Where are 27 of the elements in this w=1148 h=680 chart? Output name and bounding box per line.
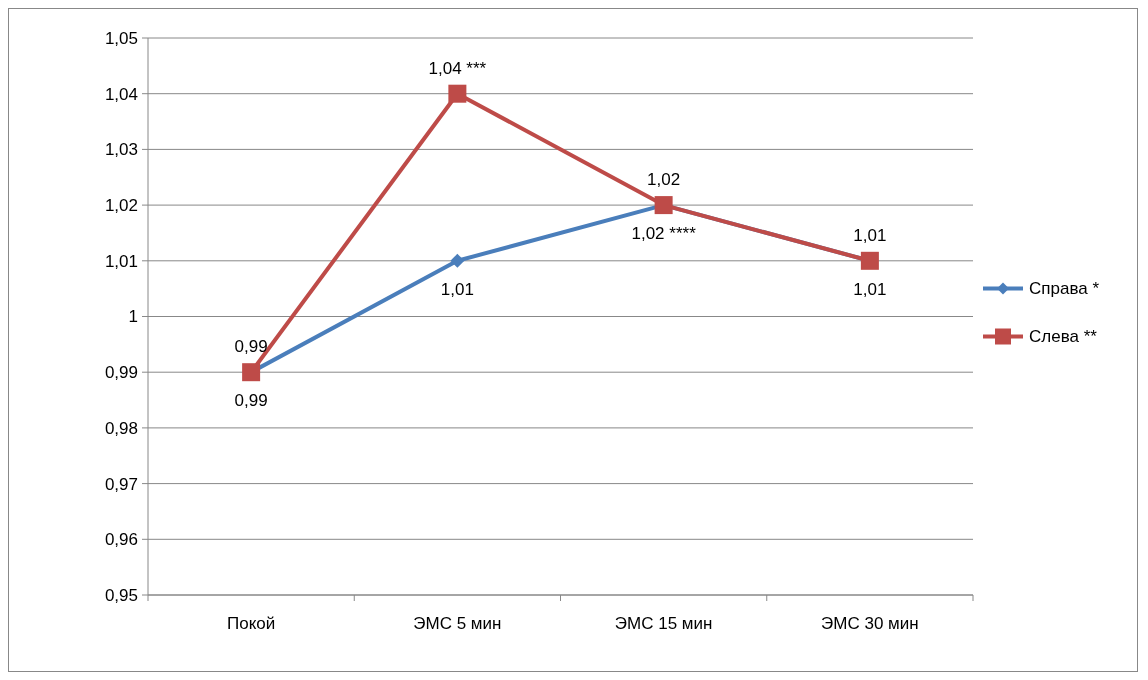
y-tick-label: 1,04 [104, 84, 138, 104]
data-label: 1,01 [853, 225, 887, 245]
y-tick-label: 0,97 [104, 474, 138, 494]
x-tick-label: ЭМС 5 мин [413, 614, 502, 633]
y-tick-label: 1 [128, 307, 138, 327]
x-tick-label: ЭМС 30 мин [821, 614, 919, 633]
point [448, 84, 467, 103]
data-label: 0,99 [234, 337, 268, 357]
y-tick-label: 0,98 [104, 418, 138, 438]
data-label: 1,01 [853, 279, 887, 299]
x-tick-label: ЭМС 15 мин [614, 614, 713, 633]
y-tick-label: 0,95 [104, 585, 138, 605]
y-tick-label: 1,01 [104, 251, 138, 271]
data-label: 1,04 *** [428, 58, 487, 78]
legend-label: Справа * [1029, 279, 1100, 299]
y-tick-label: 1,02 [104, 196, 138, 216]
point [450, 253, 465, 268]
y-tick-label: 0,96 [104, 530, 138, 550]
y-tick-label: 1,03 [104, 140, 138, 160]
data-label: 1,02 **** [631, 224, 697, 244]
y-tick-label: 1,05 [104, 28, 138, 48]
x-tick-label: Покой [226, 614, 276, 633]
y-tick-label: 0,99 [104, 363, 138, 383]
data-label: 0,99 [234, 391, 268, 411]
data-label: 1,01 [440, 279, 474, 299]
data-label: 1,02 [647, 170, 681, 190]
legend-label: Слева ** [1029, 327, 1098, 347]
